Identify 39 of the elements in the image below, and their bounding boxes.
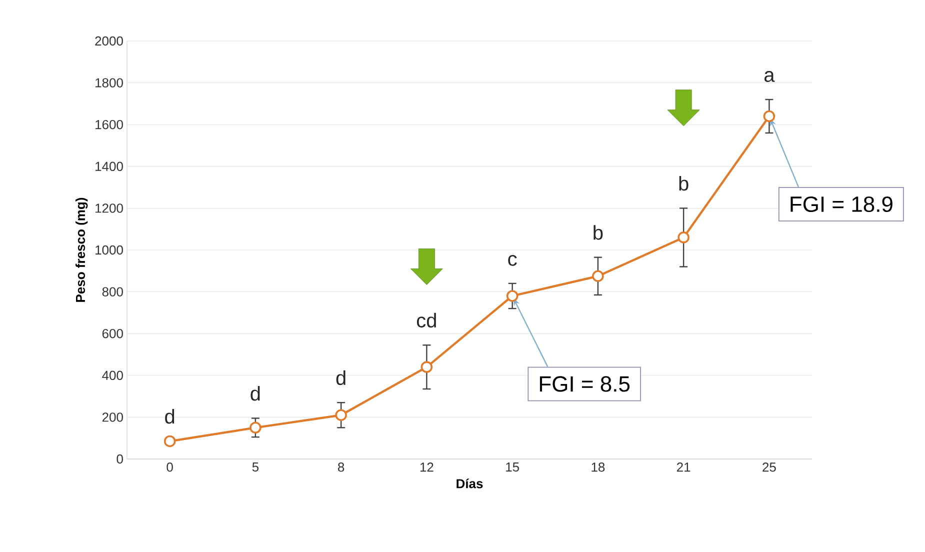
point xyxy=(164,435,176,448)
point xyxy=(592,270,604,282)
annotation: FGI = 8.5 xyxy=(540,376,630,392)
y-tick-label: 1000 xyxy=(96,245,123,255)
data-label: a xyxy=(764,71,775,82)
y-tick-label: 2000 xyxy=(95,36,123,46)
y-tick-label: 0 xyxy=(116,454,123,464)
data-label: c xyxy=(508,254,517,266)
y-tick-label: 1800 xyxy=(96,78,123,88)
y-axis-title: Peso fresco (mg) xyxy=(76,198,88,302)
x-tick-label: 18 xyxy=(592,462,605,472)
point xyxy=(335,409,347,422)
y-tick-label: 1400 xyxy=(96,162,123,171)
x-tick-label: 0 xyxy=(166,462,173,472)
data-label: b xyxy=(679,176,688,191)
data-label: cd xyxy=(416,312,436,328)
point xyxy=(763,110,776,122)
y-tick-label: 1600 xyxy=(96,120,123,130)
x-tick-label: 12 xyxy=(420,462,434,472)
y-tick-label: 400 xyxy=(102,370,123,380)
x-tick-label: 5 xyxy=(252,462,259,472)
y-tick-label: 800 xyxy=(102,287,123,296)
point xyxy=(420,361,433,373)
data-label: b xyxy=(594,225,603,240)
x-tick-label: 8 xyxy=(338,462,344,472)
x-axis-title: Días xyxy=(456,478,483,488)
data-label: d xyxy=(336,370,346,386)
point xyxy=(250,422,262,434)
point xyxy=(678,232,690,244)
point xyxy=(506,290,518,302)
annotation: FGI = 18.9 xyxy=(790,196,892,212)
x-tick-label: 25 xyxy=(762,462,776,472)
data-label: d xyxy=(165,409,174,424)
y-tick-label: 200 xyxy=(102,412,123,422)
y-tick-label: 600 xyxy=(102,328,123,338)
x-tick-label: 15 xyxy=(506,462,519,472)
x-tick-label: 21 xyxy=(677,462,690,472)
data-label: d xyxy=(250,386,260,401)
y-tick-label: 1200 xyxy=(96,204,123,213)
